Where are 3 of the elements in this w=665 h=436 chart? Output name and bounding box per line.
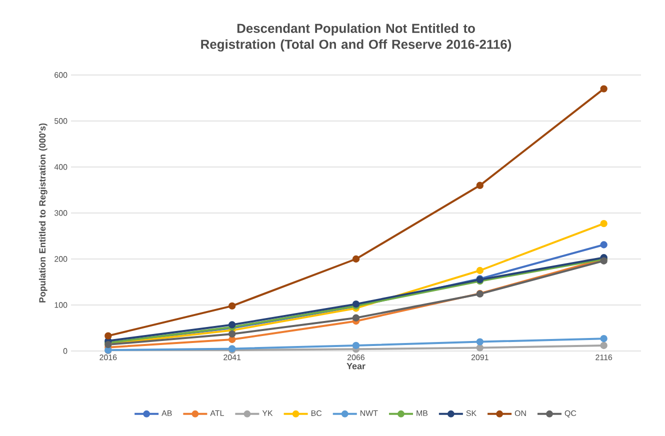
y-axis-title: Population Entitled to Registration (000's)	[38, 123, 48, 302]
x-axis-title: Year	[346, 363, 366, 370]
chart-title: Descendant Population Not Entitled to Registration (Total On and Off Reserve 2016-2116)	[201, 23, 512, 52]
